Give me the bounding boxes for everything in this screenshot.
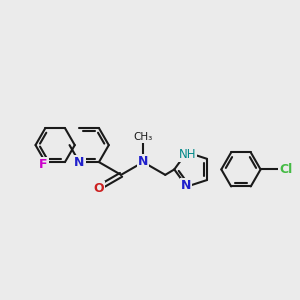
Text: N: N xyxy=(74,156,85,169)
Text: N: N xyxy=(138,154,148,168)
Text: F: F xyxy=(39,158,48,171)
Text: CH₃: CH₃ xyxy=(134,133,153,142)
Text: N: N xyxy=(181,178,191,192)
Text: Cl: Cl xyxy=(280,163,293,176)
Text: NH: NH xyxy=(179,148,196,161)
Text: O: O xyxy=(94,182,104,195)
